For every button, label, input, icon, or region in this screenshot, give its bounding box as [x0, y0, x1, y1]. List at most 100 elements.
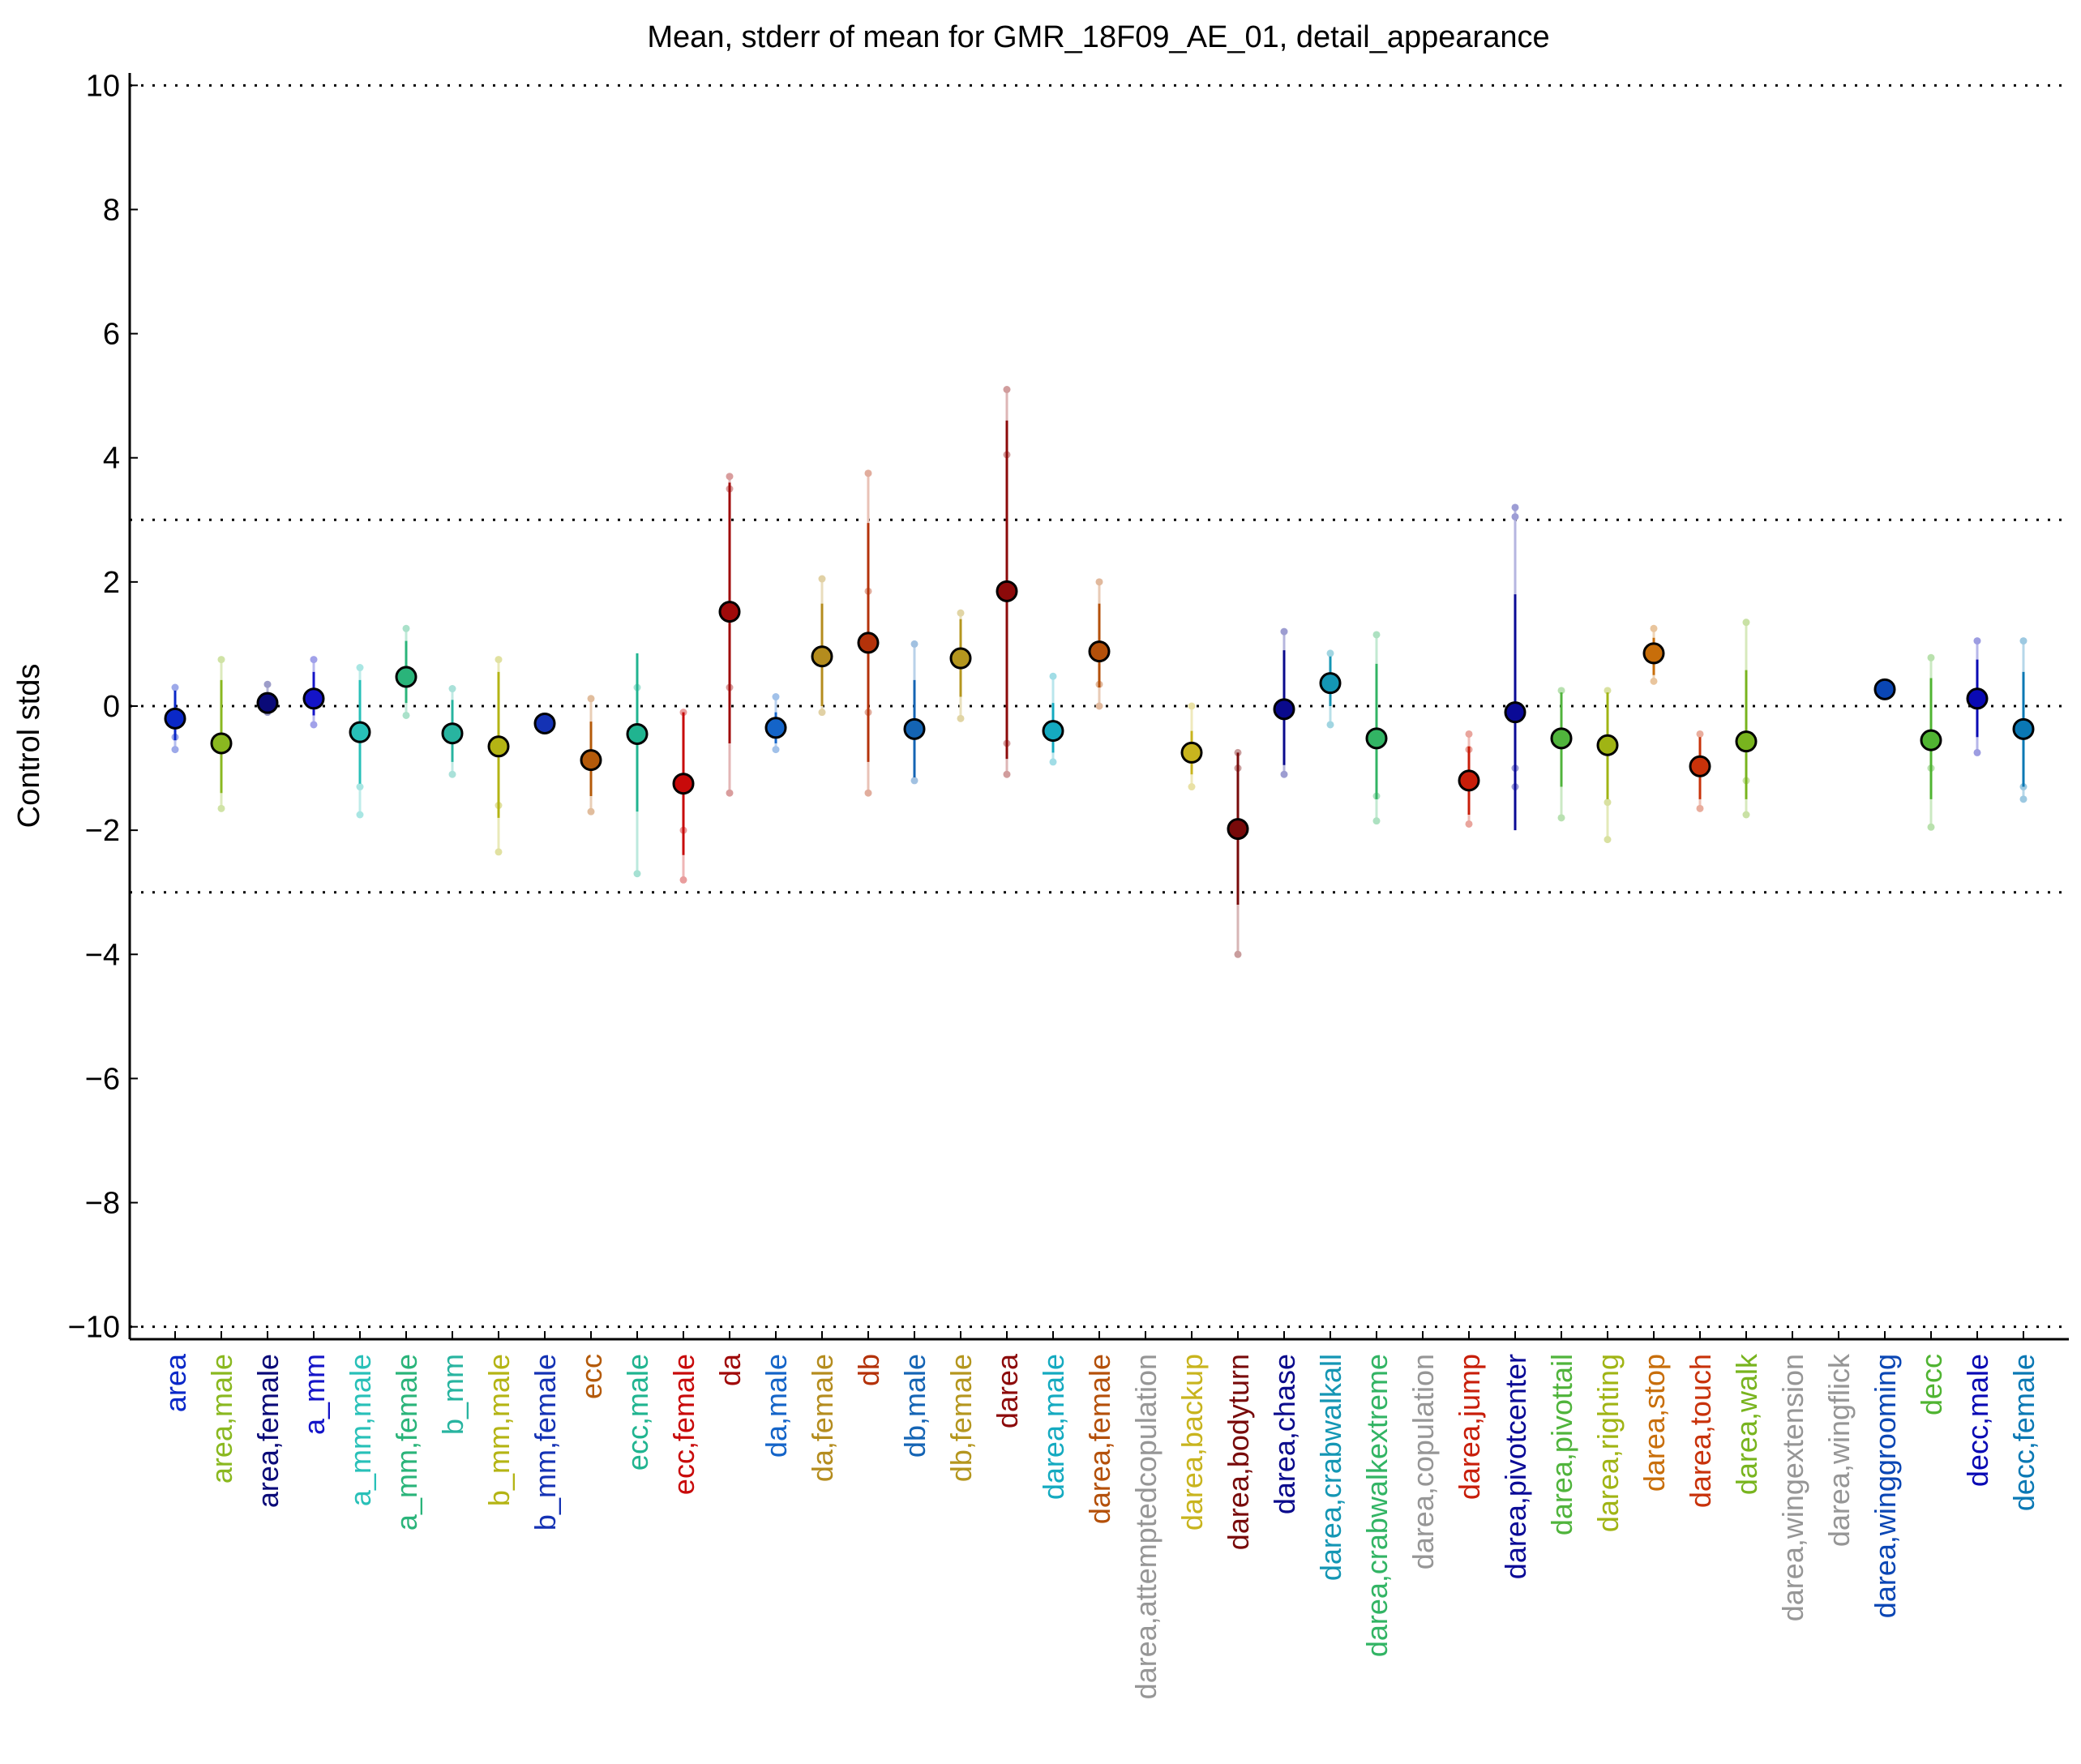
x-tick-label: darea,jump [1453, 1354, 1486, 1500]
mean-point [580, 749, 602, 772]
x-tick-label: darea,wingflick [1822, 1353, 1856, 1547]
individual-point [1511, 503, 1519, 512]
x-tick-label: darea,female [1083, 1354, 1116, 1524]
x-tick-label: decc [1915, 1354, 1948, 1415]
individual-point [679, 876, 687, 884]
mean-point [441, 722, 464, 745]
mean-point [1273, 698, 1295, 721]
x-tick-label: area,female [251, 1354, 285, 1508]
x-tick-label: a_mm,male [344, 1354, 377, 1506]
mean-point [1042, 720, 1064, 743]
x-tick-label: darea,wingextension [1776, 1354, 1809, 1621]
mean-point [996, 580, 1018, 602]
x-tick-label: decc,female [2007, 1354, 2040, 1511]
individual-point [217, 804, 225, 812]
individual-point [1742, 811, 1750, 819]
individual-point [1003, 770, 1011, 778]
individual-point [957, 714, 965, 722]
individual-point [310, 721, 318, 729]
mean-point [811, 645, 833, 668]
x-tick-label: ecc,male [621, 1354, 654, 1471]
x-tick-label: decc,male [1961, 1354, 1994, 1487]
individual-point [772, 693, 780, 701]
mean-point [1088, 640, 1111, 663]
individual-point [217, 656, 225, 664]
individual-point [1372, 817, 1381, 825]
x-tick-label: a_mm [298, 1354, 331, 1435]
individual-point [356, 664, 364, 672]
y-axis-label: Control stds [12, 664, 46, 828]
x-tick-label: b_mm [436, 1354, 469, 1435]
mean-point [1920, 729, 1942, 751]
individual-point [495, 848, 503, 856]
individual-point [1188, 783, 1196, 791]
x-tick-label: darea,winggrooming [1869, 1354, 1902, 1618]
x-tick-label: darea,pivottail [1545, 1354, 1578, 1535]
individual-point [1188, 702, 1196, 710]
x-tick-label: area,male [205, 1354, 238, 1484]
individual-point [1095, 702, 1103, 710]
individual-point [1557, 814, 1565, 822]
individual-point [1927, 823, 1935, 831]
x-tick-label: darea,copulation [1407, 1354, 1440, 1569]
y-tick-label: −2 [85, 814, 120, 848]
individual-point [726, 473, 734, 481]
x-tick-label: darea,righting [1591, 1354, 1625, 1532]
individual-point [1742, 619, 1750, 627]
mean-point [1365, 727, 1388, 750]
x-tick-label: darea,crabwalkall [1314, 1354, 1347, 1581]
mean-point [349, 721, 371, 743]
individual-point [356, 783, 364, 791]
x-tick-label: darea,attemptedcopulation [1129, 1354, 1163, 1699]
y-tick-label: 8 [103, 193, 120, 227]
y-ticks: 10 8 6 4 2 0 −2 −4 −6 −8 −10 [68, 69, 138, 1345]
individual-point [1557, 687, 1565, 695]
individual-point [263, 680, 272, 688]
x-tick-label: ecc [575, 1354, 608, 1399]
x-tick-label: darea,pivotcenter [1499, 1354, 1532, 1579]
mean-point [210, 732, 233, 755]
x-tick-label: darea,walk [1730, 1353, 1763, 1495]
mean-point [533, 712, 556, 734]
y-tick-label: 4 [103, 442, 120, 476]
mean-point [256, 691, 279, 714]
individual-point [1604, 687, 1612, 695]
mean-point [1642, 642, 1665, 665]
individual-point [495, 656, 503, 664]
individual-point [726, 789, 734, 797]
mean-point [857, 632, 880, 654]
x-tick-label: darea,male [1037, 1354, 1070, 1500]
mean-point [764, 717, 787, 739]
x-tick-label: da,female [806, 1354, 839, 1482]
x-tick-label: da [713, 1353, 747, 1386]
mean-point [672, 773, 695, 795]
mean-point [1227, 818, 1249, 841]
x-tick-label: da,male [760, 1354, 793, 1458]
individual-point [1326, 721, 1334, 729]
x-tick-label: darea,chase [1268, 1354, 1301, 1514]
mean-point [1319, 672, 1342, 695]
mean-point [302, 687, 325, 710]
individual-point [1003, 386, 1011, 393]
x-tick-label: darea,touch [1684, 1354, 1717, 1508]
individual-point [1280, 770, 1288, 778]
x-tick-label: a_mm,female [390, 1354, 423, 1531]
y-tick-label: 10 [86, 69, 120, 103]
individual-point [818, 575, 826, 583]
mean-point [949, 647, 972, 670]
mean-point [718, 601, 741, 623]
x-tick-label: area [159, 1353, 192, 1412]
mean-point [395, 666, 417, 688]
mean-point [1966, 687, 1989, 710]
individual-point [587, 695, 595, 703]
mean-point [1180, 741, 1203, 764]
individual-point [587, 807, 595, 816]
individual-point [448, 685, 456, 693]
individual-point [1326, 649, 1334, 657]
individual-point [910, 777, 918, 785]
individual-point [1650, 624, 1658, 632]
individual-point [1095, 578, 1103, 586]
mean-point [626, 722, 649, 745]
y-tick-label: 2 [103, 566, 120, 600]
